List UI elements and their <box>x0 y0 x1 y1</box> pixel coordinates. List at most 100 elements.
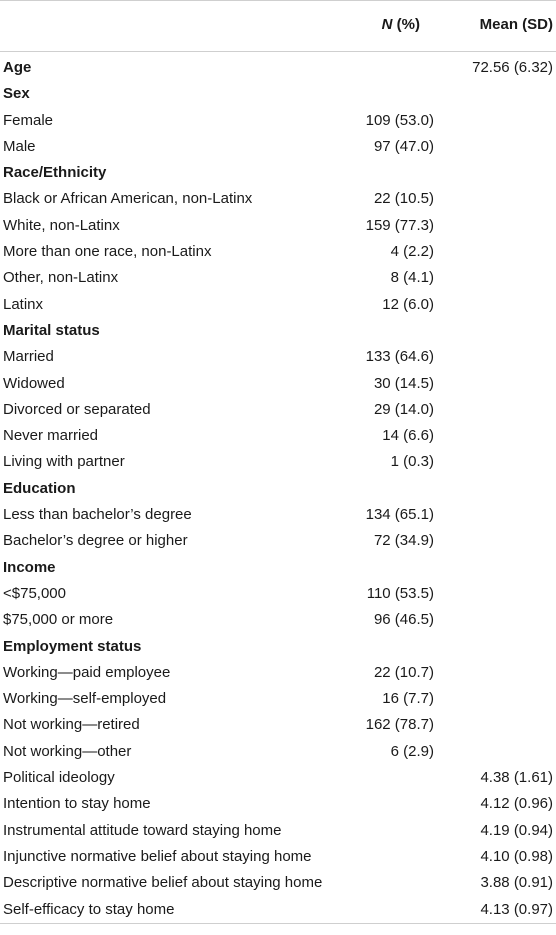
row-label: Descriptive normative belief about stayi… <box>3 874 323 892</box>
table-row: Bachelor’s degree or higher 72 (34.9) <box>0 528 556 554</box>
table-row: Self-efficacy to stay home 4.13 (0.97) <box>0 897 556 923</box>
n-percent-cell: 110 (53.5) <box>366 584 434 602</box>
n-percent-cell: 72 (34.9) <box>373 532 434 550</box>
row-label: Divorced or separated <box>3 400 151 418</box>
table-body: Age 72.56 (6.32) Sex Female 109 (53.0) Male 97… <box>0 52 556 923</box>
section-header-row: Income <box>0 555 556 581</box>
mean-sd-cell: 4.19 (0.94) <box>480 821 553 839</box>
section-header-row: Race/Ethnicity <box>0 160 556 186</box>
row-label: Marital status <box>3 321 100 339</box>
row-label: Not working—other <box>3 742 132 760</box>
n-percent-cell: 159 (77.3) <box>365 216 434 234</box>
table-row: Male 97 (47.0) <box>0 134 556 160</box>
row-label: Black or African American, non-Latinx <box>3 190 253 208</box>
row-label: Sex <box>3 85 30 103</box>
row-label: Never married <box>3 427 99 445</box>
section-header-row: Education <box>0 476 556 502</box>
n-percent-header: N (%) <box>381 16 420 33</box>
table-row: Never married 14 (6.6) <box>0 423 556 449</box>
table-row: Working—paid employee 22 (10.7) <box>0 660 556 686</box>
mean-sd-header: Mean (SD) <box>479 16 553 33</box>
mean-sd-cell: 4.38 (1.61) <box>480 769 553 787</box>
n-percent-cell: 97 (47.0) <box>373 137 434 155</box>
mean-sd-cell: 4.12 (0.96) <box>480 795 553 813</box>
n-percent-cell: 134 (65.1) <box>365 506 434 524</box>
row-label: Intention to stay home <box>3 795 151 813</box>
table-row: Living with partner 1 (0.3) <box>0 449 556 475</box>
table-row: Female 109 (53.0) <box>0 108 556 134</box>
row-label: <$75,000 <box>3 584 66 602</box>
row-label: $75,000 or more <box>3 611 114 629</box>
row-label: Female <box>3 111 54 129</box>
n-percent-cell: 16 (7.7) <box>382 690 434 708</box>
table-row: Widowed 30 (14.5) <box>0 371 556 397</box>
n-percent-cell: 6 (2.9) <box>390 742 434 760</box>
n-percent-cell: 14 (6.6) <box>382 427 434 445</box>
n-percent-cell: 29 (14.0) <box>373 400 434 418</box>
table-row: Latinx 12 (6.0) <box>0 292 556 318</box>
section-header-row: Sex <box>0 81 556 107</box>
table-row: White, non-Latinx 159 (77.3) <box>0 213 556 239</box>
section-header-row: Age 72.56 (6.32) <box>0 55 556 81</box>
table-row: Not working—retired 162 (78.7) <box>0 712 556 738</box>
table-row: More than one race, non-Latinx 4 (2.2) <box>0 239 556 265</box>
table-row: $75,000 or more 96 (46.5) <box>0 607 556 633</box>
table-row: Black or African American, non-Latinx 22 … <box>0 186 556 212</box>
row-label: More than one race, non-Latinx <box>3 243 212 261</box>
n-percent-cell: 1 (0.3) <box>390 453 434 471</box>
table-row: Not working—other 6 (2.9) <box>0 739 556 765</box>
mean-sd-cell: 3.88 (0.91) <box>480 874 553 892</box>
bottom-rule <box>0 922 556 924</box>
n-percent-cell: 133 (64.6) <box>365 348 434 366</box>
row-label: Political ideology <box>3 769 115 787</box>
row-label: Married <box>3 348 54 366</box>
n-percent-cell: 30 (14.5) <box>373 374 434 392</box>
row-label: Education <box>3 479 76 497</box>
n-percent-cell: 22 (10.7) <box>373 663 434 681</box>
row-label: Other, non-Latinx <box>3 269 119 287</box>
row-label: Widowed <box>3 374 65 392</box>
row-label: Employment status <box>3 637 142 655</box>
n-percent-cell: 109 (53.0) <box>365 111 434 129</box>
table-header: N (%) Mean (SD) <box>0 1 556 51</box>
n-percent-cell: 96 (46.5) <box>373 611 434 629</box>
n-percent-cell: 12 (6.0) <box>382 295 434 313</box>
table-row: Less than bachelor’s degree 134 (65.1) <box>0 502 556 528</box>
row-label: Working—self-employed <box>3 690 167 708</box>
row-label: Self-efficacy to stay home <box>3 900 175 918</box>
row-label: White, non-Latinx <box>3 216 120 234</box>
mean-sd-cell: 72.56 (6.32) <box>472 59 553 76</box>
row-label: Instrumental attitude toward staying hom… <box>3 821 282 839</box>
table-row: Instrumental attitude toward staying hom… <box>0 818 556 844</box>
table-row: Other, non-Latinx 8 (4.1) <box>0 265 556 291</box>
table-row: Divorced or separated 29 (14.0) <box>0 397 556 423</box>
n-percent-cell: 162 (78.7) <box>365 716 434 734</box>
row-label: Race/Ethnicity <box>3 164 107 182</box>
section-header-row: Marital status <box>0 318 556 344</box>
row-label: Working—paid employee <box>3 663 171 681</box>
table-row: Married 133 (64.6) <box>0 344 556 370</box>
n-percent-cell: 4 (2.2) <box>390 243 434 261</box>
mean-sd-cell: 4.10 (0.98) <box>480 847 553 865</box>
n-percent-cell: 8 (4.1) <box>390 269 434 287</box>
section-header-row: Employment status <box>0 634 556 660</box>
row-label: Income <box>3 558 56 576</box>
n-percent-cell: 22 (10.5) <box>373 190 434 208</box>
table-row: Intention to stay home 4.12 (0.96) <box>0 791 556 817</box>
row-label: Living with partner <box>3 453 125 471</box>
table-row: Descriptive normative belief about stayi… <box>0 870 556 896</box>
row-label: Bachelor’s degree or higher <box>3 532 188 550</box>
row-label: Not working—retired <box>3 716 140 734</box>
row-label: Less than bachelor’s degree <box>3 506 192 524</box>
table-row: <$75,000 110 (53.5) <box>0 581 556 607</box>
table-row: Working—self-employed 16 (7.7) <box>0 686 556 712</box>
header-rule <box>0 51 556 52</box>
table-row: Injunctive normative belief about stayin… <box>0 844 556 870</box>
table-row: Political ideology 4.38 (1.61) <box>0 765 556 791</box>
mean-sd-cell: 4.13 (0.97) <box>480 900 553 918</box>
top-rule <box>0 0 556 1</box>
row-label: Male <box>3 137 36 155</box>
row-label: Injunctive normative belief about stayin… <box>3 847 312 865</box>
row-label: Age <box>3 59 32 76</box>
